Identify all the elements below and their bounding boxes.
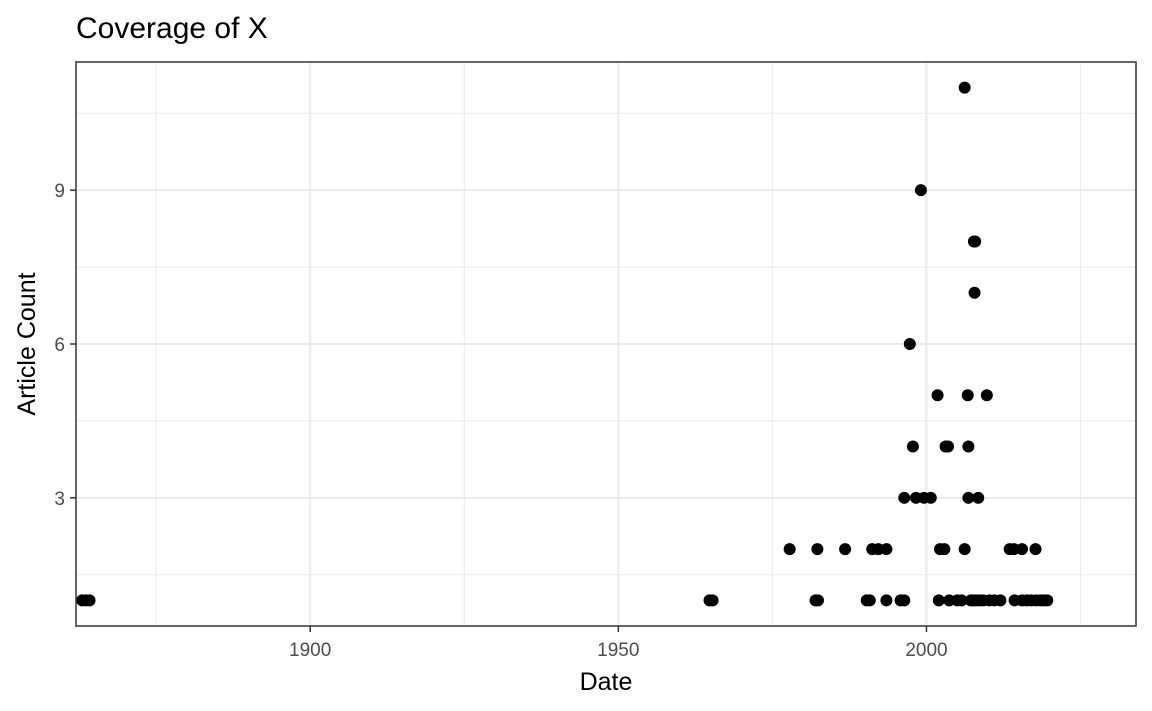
y-tick-label: 6 [54,335,65,356]
data-points [76,81,1054,607]
data-point [980,389,993,402]
data-point [962,440,975,453]
data-point [880,543,893,556]
y-tick-label: 9 [54,181,65,202]
data-point [958,81,971,94]
data-point [1029,543,1042,556]
data-point [994,594,1007,607]
data-point [906,440,919,453]
data-point [83,594,96,607]
chart-title: Coverage of X [76,12,268,45]
y-axis-title: Article Count [13,272,41,415]
x-tick-label: 1950 [597,640,639,661]
x-tick-label: 2000 [905,640,947,661]
data-point [972,491,985,504]
data-point [914,184,927,197]
data-point [938,543,951,556]
y-tick-label: 3 [54,489,65,510]
data-point [812,594,824,607]
x-axis-title: Date [580,668,633,696]
grid [76,62,1136,626]
data-point [1015,543,1028,556]
data-point [783,543,796,556]
data-point [880,594,893,607]
data-point [706,594,719,607]
data-point [863,594,876,607]
data-point [958,543,971,556]
data-point [924,491,937,504]
data-point [955,594,968,607]
data-point [932,594,945,607]
axis-ticks: 1900 1950 2000 3 6 9 [54,181,947,661]
data-point [903,338,916,350]
data-point [811,543,824,556]
data-point [898,491,911,504]
x-tick-label: 1900 [289,640,331,661]
data-point [961,389,974,402]
data-point [839,543,852,556]
data-point [942,440,955,453]
data-point [931,389,944,402]
data-point [968,286,981,299]
data-point [898,594,911,607]
data-point [969,235,982,248]
data-point [1041,594,1054,607]
data-point [962,491,975,504]
